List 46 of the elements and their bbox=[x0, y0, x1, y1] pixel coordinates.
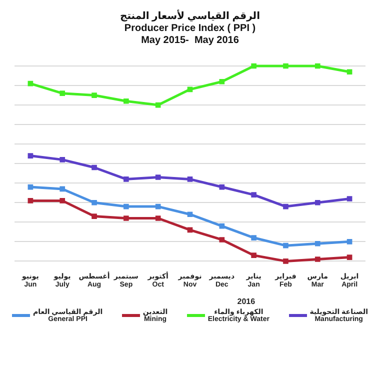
point bbox=[60, 186, 66, 192]
point bbox=[219, 78, 225, 84]
point bbox=[346, 69, 352, 75]
point bbox=[92, 92, 97, 98]
point bbox=[219, 223, 225, 229]
point bbox=[187, 212, 193, 218]
point bbox=[60, 90, 66, 96]
point bbox=[60, 198, 66, 204]
text: 2016 bbox=[237, 297, 256, 306]
point bbox=[92, 214, 97, 219]
point bbox=[314, 200, 320, 206]
point bbox=[283, 242, 288, 248]
point bbox=[187, 86, 193, 92]
point bbox=[155, 174, 161, 180]
point bbox=[314, 240, 320, 246]
point bbox=[346, 254, 352, 260]
point bbox=[346, 239, 352, 244]
point bbox=[155, 216, 161, 221]
point bbox=[346, 196, 352, 202]
point bbox=[219, 237, 225, 242]
point bbox=[251, 252, 256, 258]
point bbox=[251, 235, 256, 240]
point bbox=[155, 204, 161, 210]
point bbox=[124, 176, 129, 182]
point bbox=[28, 153, 34, 158]
point bbox=[219, 184, 225, 190]
point bbox=[314, 63, 320, 69]
point bbox=[124, 216, 129, 221]
point bbox=[124, 98, 129, 104]
chart-subtitle: May 2015- May 2016 bbox=[141, 34, 240, 46]
point bbox=[283, 63, 288, 69]
point bbox=[28, 184, 34, 190]
point bbox=[92, 200, 97, 206]
point bbox=[187, 227, 193, 233]
point bbox=[28, 198, 34, 204]
point bbox=[251, 63, 256, 69]
point bbox=[283, 204, 288, 210]
point bbox=[155, 102, 161, 108]
point bbox=[251, 192, 256, 198]
point bbox=[28, 80, 34, 86]
point bbox=[60, 157, 66, 162]
point bbox=[124, 204, 129, 210]
point bbox=[283, 258, 288, 264]
point bbox=[92, 164, 97, 170]
point bbox=[314, 256, 320, 262]
point bbox=[187, 176, 193, 182]
